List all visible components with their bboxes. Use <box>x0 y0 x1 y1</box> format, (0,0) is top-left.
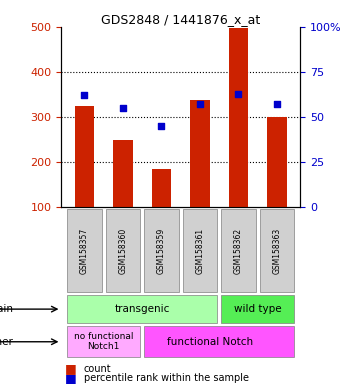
Text: functional Notch: functional Notch <box>166 337 253 347</box>
Text: GSM158359: GSM158359 <box>157 227 166 274</box>
Text: GSM158363: GSM158363 <box>272 227 281 274</box>
Text: other: other <box>0 337 14 347</box>
Point <box>120 105 126 111</box>
Text: no functional
Notch1: no functional Notch1 <box>74 332 133 351</box>
Point <box>159 123 164 129</box>
Point <box>274 101 280 108</box>
FancyBboxPatch shape <box>221 209 256 292</box>
FancyBboxPatch shape <box>67 326 140 357</box>
Text: transgenic: transgenic <box>115 304 170 314</box>
Bar <box>75 106 94 207</box>
Text: GSM158360: GSM158360 <box>118 227 128 274</box>
Text: wild type: wild type <box>234 304 282 314</box>
Bar <box>229 28 248 207</box>
FancyBboxPatch shape <box>144 326 294 357</box>
FancyBboxPatch shape <box>67 209 102 292</box>
Text: GSM158362: GSM158362 <box>234 227 243 274</box>
Text: ■: ■ <box>65 362 76 375</box>
FancyBboxPatch shape <box>260 209 294 292</box>
Point <box>82 93 87 99</box>
FancyBboxPatch shape <box>106 209 140 292</box>
Point <box>197 101 203 108</box>
Text: GSM158357: GSM158357 <box>80 227 89 274</box>
FancyBboxPatch shape <box>183 209 217 292</box>
Bar <box>152 169 171 207</box>
Text: ■: ■ <box>65 372 76 384</box>
FancyBboxPatch shape <box>67 295 217 323</box>
Point <box>236 91 241 97</box>
FancyBboxPatch shape <box>221 295 294 323</box>
FancyBboxPatch shape <box>144 209 179 292</box>
Text: percentile rank within the sample: percentile rank within the sample <box>84 373 249 383</box>
Text: strain: strain <box>0 304 14 314</box>
Text: count: count <box>84 364 111 374</box>
Bar <box>190 100 210 207</box>
Title: GDS2848 / 1441876_x_at: GDS2848 / 1441876_x_at <box>101 13 261 26</box>
Bar <box>113 140 133 207</box>
Text: GSM158361: GSM158361 <box>195 227 205 274</box>
Bar <box>267 117 286 207</box>
